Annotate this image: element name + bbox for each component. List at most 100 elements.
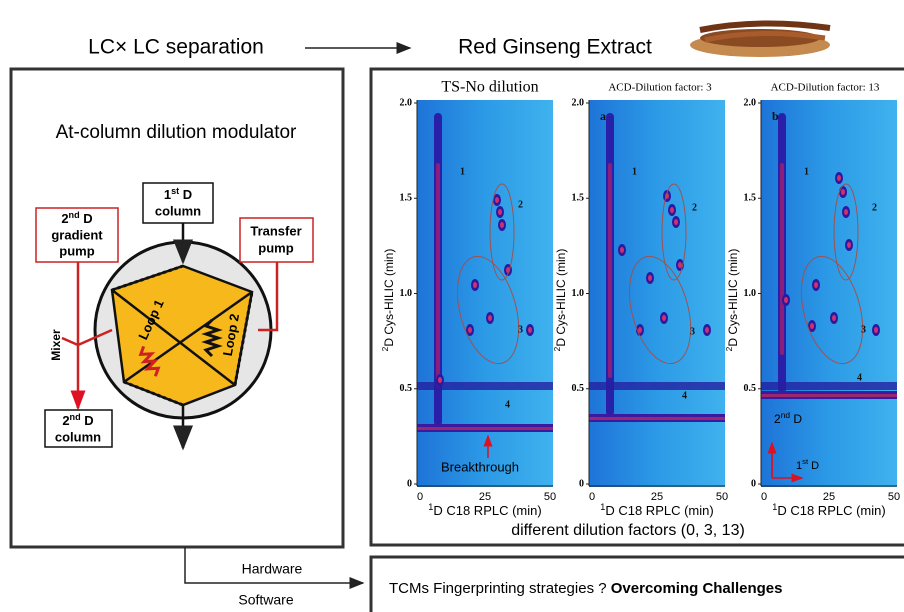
first-d-column-label: column	[155, 203, 201, 218]
label-part: D C18 RPLC (min)	[777, 503, 885, 518]
hardware-label: Hardware	[242, 561, 303, 577]
page: LC× LC separation Red Ginseng Extract At…	[0, 0, 904, 612]
breakthrough-label: Breakthrough	[441, 459, 519, 474]
label-sup: nd	[69, 210, 80, 220]
plots: 2.01.51.00.50025501D C18 RPLC (min)2D Cy…	[380, 79, 900, 519]
peak-spot-core	[705, 327, 709, 333]
peak-label: 2	[692, 202, 697, 213]
y-tick-label: 1.0	[400, 288, 413, 299]
label-sup: nd	[781, 410, 791, 420]
peak-spot-core	[837, 175, 841, 181]
header-right: Red Ginseng Extract	[458, 36, 652, 59]
y-tick-label: 0.5	[744, 383, 757, 394]
peak-spot-core	[874, 327, 878, 333]
figure: LC× LC separation Red Ginseng Extract At…	[0, 0, 904, 612]
ginseng-icon	[690, 23, 830, 57]
y-axis-label: 2D Cys-HILIC (min)	[380, 249, 396, 352]
y-tick-label: 0	[407, 478, 412, 489]
x-tick-label: 25	[651, 491, 663, 503]
x-tick-label: 0	[417, 491, 423, 503]
label-part: D Cys-HILIC (min)	[726, 249, 740, 347]
peak-spot-core	[847, 242, 851, 248]
peak-spot-core	[438, 377, 442, 383]
label-sup: nd	[70, 412, 81, 422]
peak-spot-core	[500, 222, 504, 228]
y-tick-label: 0	[751, 478, 756, 489]
gradient-pump-label: pump	[59, 243, 94, 258]
peak-label: 1	[632, 166, 637, 177]
y-axis-label: 2D Cys-HILIC (min)	[724, 249, 740, 352]
peak-label: 4	[682, 390, 687, 401]
y-tick-label: 2.0	[744, 97, 757, 108]
x-tick-label: 0	[761, 491, 767, 503]
peak-spot-core	[810, 323, 814, 329]
peak-label: 1	[804, 166, 809, 177]
x-axis-label: 1D C18 RPLC (min)	[600, 502, 713, 518]
label-part: D Cys-HILIC (min)	[554, 249, 568, 347]
label-part: D Cys-HILIC (min)	[382, 249, 396, 347]
peak-spot-core	[468, 327, 472, 333]
transfer-pump-label: Transfer	[250, 223, 301, 238]
x-tick-label: 0	[589, 491, 595, 503]
x-axis-label: 1D C18 RPLC (min)	[428, 502, 541, 518]
second-d-column-label: column	[55, 429, 101, 444]
mixer-label: Mixer	[49, 329, 63, 361]
software-label: Software	[238, 592, 293, 608]
panel-title: ACD-Dilution factor: 13	[771, 82, 880, 94]
peak-spot-core	[844, 209, 848, 215]
peak-spot-core	[784, 297, 788, 303]
peak-spot-core	[473, 282, 477, 288]
peak-spot-core	[638, 327, 642, 333]
label-part: D	[179, 187, 192, 202]
y-tick-label: 1.5	[572, 193, 585, 204]
y-axis-label: 2D Cys-HILIC (min)	[552, 249, 568, 352]
peak-label: 3	[861, 324, 866, 335]
y-tick-label: 1.0	[572, 288, 585, 299]
peak-spot-core	[841, 189, 845, 195]
strategy-bold: Overcoming Challenges	[611, 580, 783, 597]
label-part: 1	[164, 187, 171, 202]
peak-spot-core	[670, 207, 674, 213]
peak-label: 4	[505, 399, 510, 410]
y-tick-label: 2.0	[572, 97, 585, 108]
label-part: D	[808, 460, 819, 472]
x-axis-label: 1D C18 RPLC (min)	[772, 502, 885, 518]
peak-spot-core	[498, 209, 502, 215]
plots-caption: different dilution factors (0, 3, 13)	[511, 522, 745, 539]
label-part: D	[790, 412, 802, 426]
x-tick-label: 25	[479, 491, 491, 503]
y-tick-label: 2.0	[400, 97, 413, 108]
main-streak-core	[608, 163, 612, 378]
panel-letter: a	[600, 109, 606, 123]
peak-label: 1	[460, 166, 465, 177]
y-tick-label: 1.0	[744, 288, 757, 299]
panel-title: TS-No dilution	[441, 79, 538, 96]
strategy-text: TCMs Fingerprinting strategies ? Overcom…	[389, 580, 782, 597]
peak-label: 4	[857, 372, 862, 383]
transfer-pump-label: pump	[258, 240, 293, 255]
peak-spot-core	[620, 247, 624, 253]
peak-label: 2	[872, 202, 877, 213]
base-band	[589, 382, 725, 390]
x-tick-label: 25	[823, 491, 835, 503]
peak-spot-core	[814, 282, 818, 288]
panel-letter: b	[772, 109, 779, 123]
label-sup: st	[171, 186, 179, 196]
peak-spot-core	[648, 275, 652, 281]
breakthrough-band-core	[761, 394, 897, 397]
label-part: D	[81, 413, 94, 428]
peak-spot-core	[528, 327, 532, 333]
strategy-plain: TCMs Fingerprinting strategies ?	[389, 580, 611, 597]
label-part: D	[80, 211, 93, 226]
base-band	[761, 382, 897, 390]
peak-label: 3	[518, 324, 523, 335]
peak-spot-core	[495, 197, 499, 203]
peak-spot-core	[832, 315, 836, 321]
y-tick-label: 1.5	[744, 193, 757, 204]
y-tick-label: 1.5	[400, 193, 413, 204]
x-tick-label: 50	[544, 491, 556, 503]
peak-spot-core	[674, 219, 678, 225]
y-tick-label: 0.5	[400, 383, 413, 394]
x-tick-label: 50	[716, 491, 728, 503]
main-streak-core	[436, 163, 440, 388]
